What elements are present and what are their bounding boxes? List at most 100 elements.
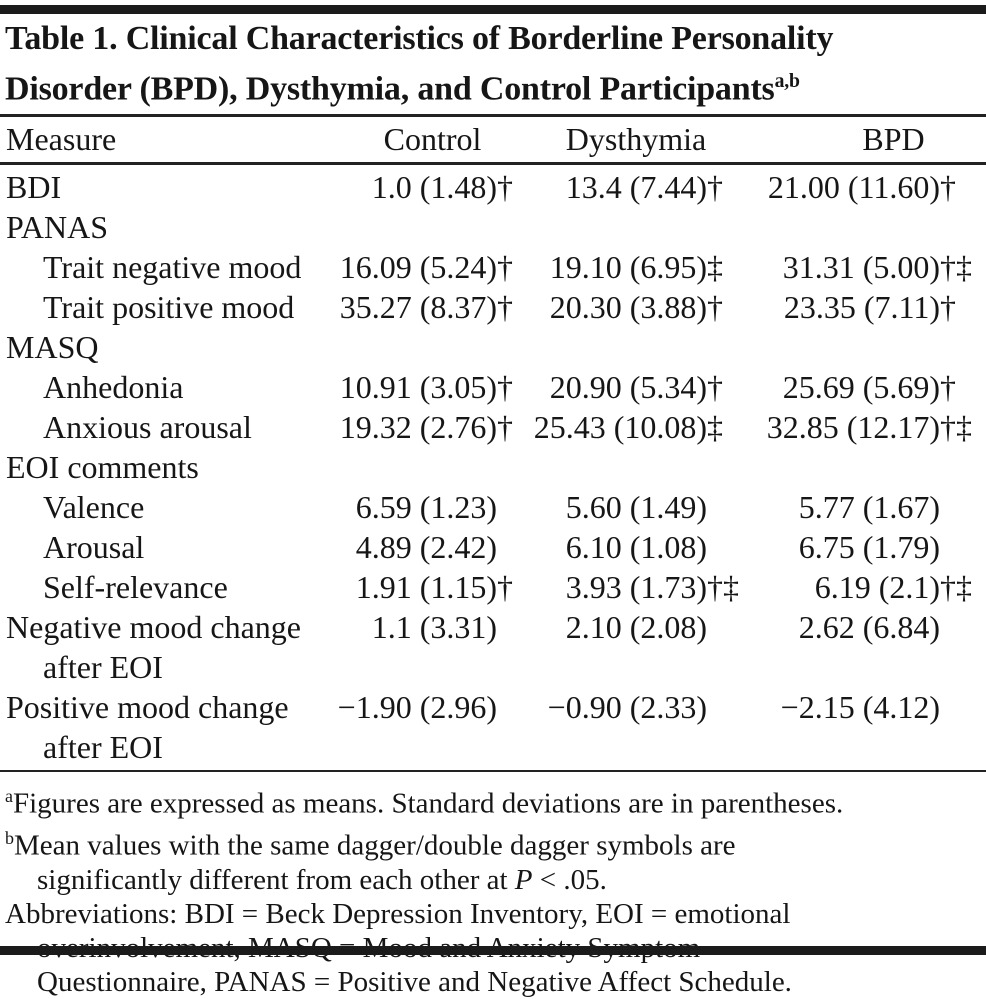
top-border-bar <box>0 5 986 14</box>
measure-label: Positive mood change <box>6 689 289 726</box>
value-cell: 25.43 (10.08) ‡ <box>497 407 723 447</box>
measure-cell: Negative mood change after EOI <box>6 607 324 687</box>
mean-sd-value: 2.62 (6.84) <box>798 609 940 646</box>
table-row: Anhedonia 10.91 (3.05) † 20.90 (5.34) † 25.69… <box>0 367 986 407</box>
measure-group-cell: EOI comments <box>6 449 199 486</box>
value-cell: 5.77 (1.67) <box>707 487 940 527</box>
significance-symbol: † <box>940 289 956 326</box>
mean-sd-value: 20.30 (3.88) <box>549 289 707 326</box>
mean-sd-value: 6.59 (1.23) <box>355 489 497 526</box>
title-footnote-marker: a,b <box>774 70 800 92</box>
mean-sd-value: 25.69 (5.69) <box>782 369 940 406</box>
footnotes: aFigures are expressed as means. Standar… <box>0 772 986 998</box>
mean-sd-value: 5.77 (1.67) <box>798 489 940 526</box>
significance-symbol: † <box>497 169 513 206</box>
value-cell: 23.35 (7.11) † <box>707 287 956 327</box>
mean-sd-value: −1.90 (2.96) <box>337 689 497 726</box>
table-row: Self-relevance 1.91 (1.15) † 3.93 (1.73) †‡ 6… <box>0 567 986 607</box>
significance-symbol: † <box>497 289 513 326</box>
significance-symbol: †‡ <box>707 569 739 606</box>
significance-symbol: †‡ <box>940 569 972 606</box>
column-header-control: Control <box>383 121 482 158</box>
significance-symbol: ‡ <box>707 409 723 446</box>
value-cell: 6.10 (1.08) <box>497 527 707 567</box>
table-title-line2: Disorder (BPD), Dysthymia, and Control P… <box>5 70 775 108</box>
significance-symbol: † <box>940 369 956 406</box>
table-row: PANAS <box>0 207 986 247</box>
measure-cell: BDI <box>6 169 62 206</box>
mean-sd-value: 20.90 (5.34) <box>549 369 707 406</box>
significance-symbol: † <box>707 169 723 206</box>
table-row: EOI comments <box>0 447 986 487</box>
value-cell: 5.60 (1.49) <box>497 487 707 527</box>
table-header-row: Measure Control Dysthymia BPD <box>0 117 986 162</box>
journal-table-figure: Table 1. Clinical Characteristics of Bor… <box>0 5 986 998</box>
value-cell: 6.75 (1.79) <box>707 527 940 567</box>
value-cell: 6.59 (1.23) <box>324 487 497 527</box>
value-cell: 25.69 (5.69) † <box>707 367 956 407</box>
column-header-bpd: BPD <box>862 121 925 158</box>
table-row: Positive mood change after EOI −1.90 (2.96… <box>0 687 986 767</box>
value-cell: 20.30 (3.88) † <box>497 287 723 327</box>
mean-sd-value: −0.90 (2.33) <box>547 689 707 726</box>
footnote-line: aFigures are expressed as means. Standar… <box>5 786 844 820</box>
footnote-line: significantly different from each other … <box>37 863 607 896</box>
mean-sd-value: 3.93 (1.73) <box>565 569 707 606</box>
significance-symbol: † <box>497 249 513 286</box>
column-header-measure: Measure <box>6 121 117 158</box>
measure-label: Negative mood change <box>6 609 301 646</box>
value-cell: 2.10 (2.08) <box>497 607 707 647</box>
mean-sd-value: 32.85 (12.17) <box>766 409 940 446</box>
measure-cell: Self-relevance <box>43 569 228 606</box>
value-cell: 2.62 (6.84) <box>707 607 940 647</box>
value-cell: 19.10 (6.95) ‡ <box>497 247 723 287</box>
value-cell: 35.27 (8.37) † <box>324 287 513 327</box>
measure-cell: Anxious arousal <box>43 409 252 446</box>
measure-group-cell: PANAS <box>6 209 108 246</box>
measure-group-cell: MASQ <box>6 329 99 366</box>
significance-symbol: † <box>497 369 513 406</box>
value-cell: 13.4 (7.44) † <box>497 167 723 207</box>
mean-sd-value: 35.27 (8.37) <box>339 289 497 326</box>
table-title-line1: Table 1. Clinical Characteristics of Bor… <box>5 20 834 57</box>
measure-cell: Trait negative mood <box>43 249 302 286</box>
mean-sd-value: 2.10 (2.08) <box>565 609 707 646</box>
measure-cell: Trait positive mood <box>43 289 295 326</box>
mean-sd-value: 19.10 (6.95) <box>549 249 707 286</box>
value-cell: 3.93 (1.73) †‡ <box>497 567 739 607</box>
value-cell: 6.19 (2.1) †‡ <box>707 567 972 607</box>
column-header-dysthymia: Dysthymia <box>565 121 707 158</box>
mean-sd-value: 6.75 (1.79) <box>798 529 940 566</box>
mean-sd-value: 6.10 (1.08) <box>565 529 707 566</box>
mean-sd-value: 10.91 (3.05) <box>339 369 497 406</box>
footnote-line: bMean values with the same dagger/double… <box>5 827 736 862</box>
significance-symbol: ‡ <box>707 249 723 286</box>
mean-sd-value: 1.0 (1.48) <box>371 169 497 206</box>
mean-sd-value: 19.32 (2.76) <box>339 409 497 446</box>
value-cell: 32.85 (12.17) †‡ <box>707 407 972 447</box>
value-cell: 4.89 (2.42) <box>324 527 497 567</box>
value-cell: 20.90 (5.34) † <box>497 367 723 407</box>
bottom-border-bar <box>0 946 986 955</box>
mean-sd-value: 16.09 (5.24) <box>339 249 497 286</box>
mean-sd-value: 1.91 (1.15) <box>355 569 497 606</box>
mean-sd-value: 1.1 (3.31) <box>371 609 497 646</box>
value-cell: 21.00 (11.60) † <box>707 167 956 207</box>
measure-label-continuation: after EOI <box>43 729 163 766</box>
rule-above-footnotes <box>0 770 986 773</box>
table-row: MASQ <box>0 327 986 367</box>
table-row: Negative mood change after EOI 1.1 (3.31) 2… <box>0 607 986 687</box>
measure-label-continuation: after EOI <box>43 649 163 686</box>
value-cell: 31.31 (5.00) †‡ <box>707 247 972 287</box>
mean-sd-value: 25.43 (10.08) <box>533 409 707 446</box>
mean-sd-value: −2.15 (4.12) <box>780 689 940 726</box>
significance-symbol: † <box>707 289 723 326</box>
footnote-marker: a <box>5 786 13 807</box>
value-cell: −2.15 (4.12) <box>707 687 940 727</box>
table-row: Trait negative mood 16.09 (5.24) † 19.10 (6… <box>0 247 986 287</box>
value-cell: 19.32 (2.76) † <box>324 407 513 447</box>
table-row: Trait positive mood 35.27 (8.37) † 20.30 (3… <box>0 287 986 327</box>
measure-cell: Anhedonia <box>43 369 184 406</box>
significance-symbol: † <box>497 569 513 606</box>
mean-sd-value: 31.31 (5.00) <box>782 249 940 286</box>
